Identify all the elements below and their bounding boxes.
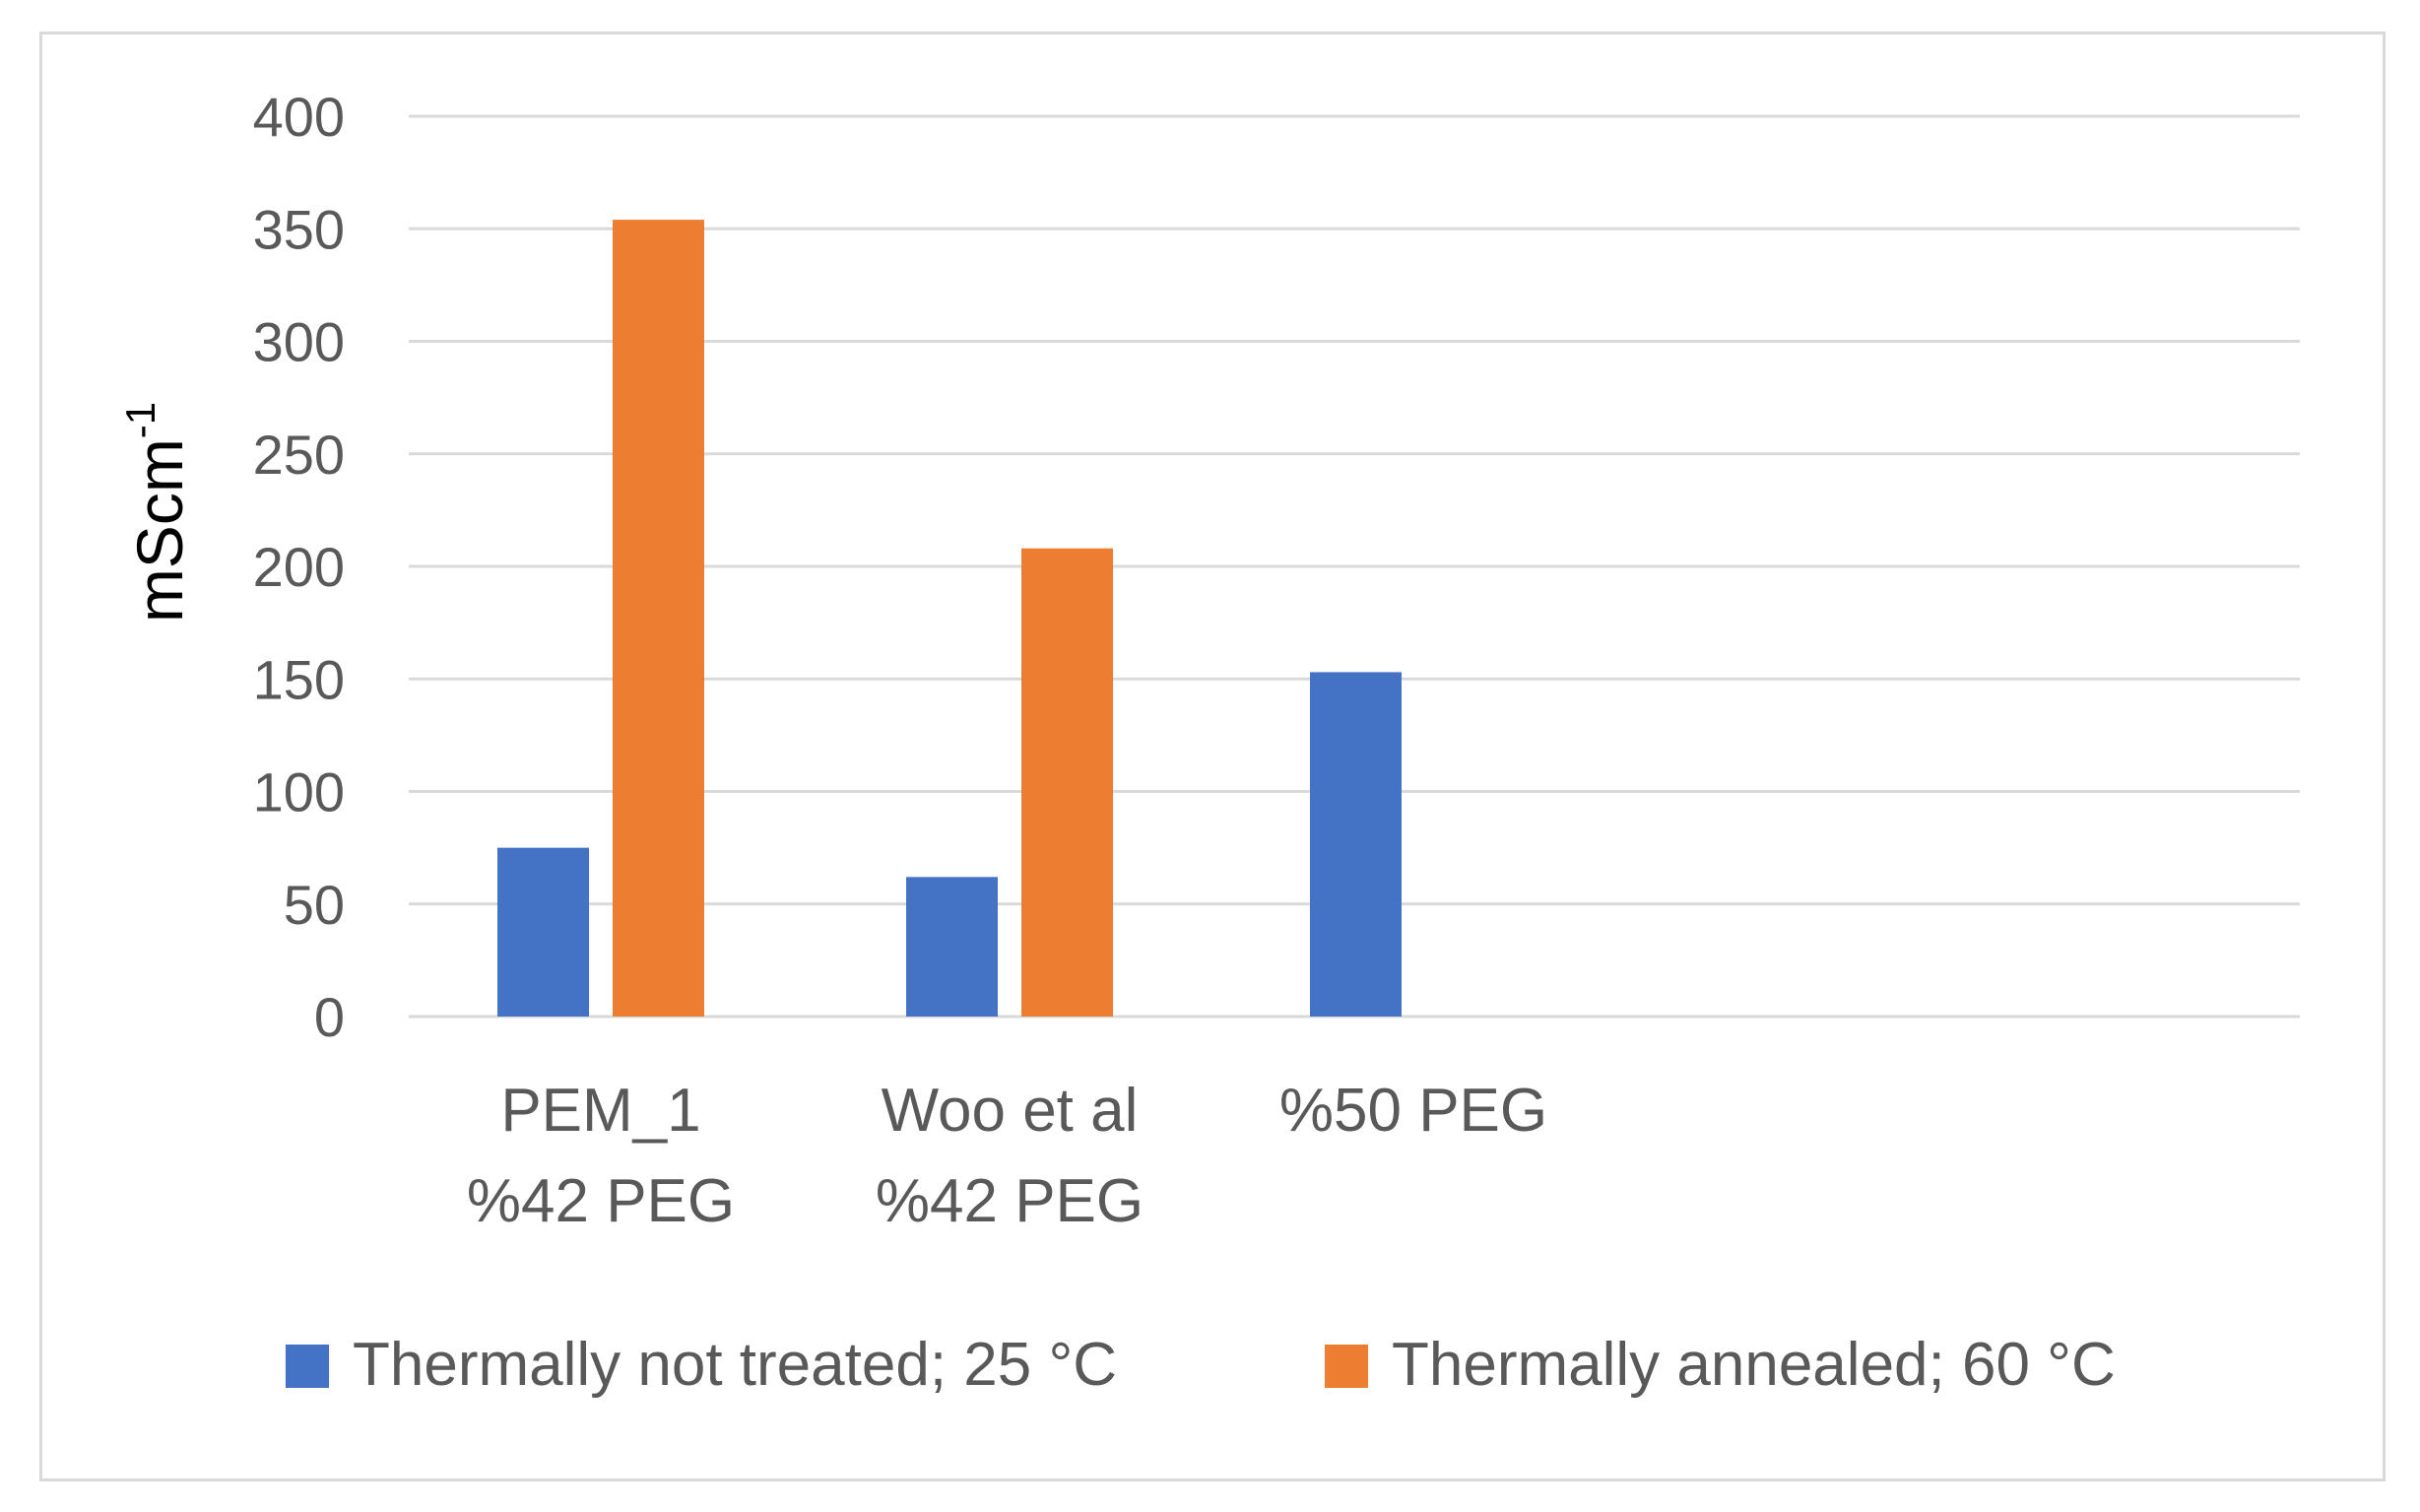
y-tick-labels: 0 50 100 150 200 250 300 350 400 [253,86,345,1048]
legend-swatch [286,1345,329,1388]
legend-swatch [1325,1345,1368,1388]
category-label: %50 PEG [1279,1077,1547,1145]
category-labels: PEM_1 %42 PEG Woo et al %42 PEG %50 PEG [467,1077,1547,1235]
bar-annealed [613,220,704,1018]
category-label-line: %50 PEG [1279,1077,1547,1145]
bar-not-treated [906,877,998,1017]
legend: Thermally not treated; 25 °C Thermally an… [286,1331,2116,1399]
category-label: Woo et al %42 PEG [876,1077,1144,1235]
y-tick-label: 300 [253,311,345,373]
y-tick-label: 250 [253,424,345,486]
category-label-line: %42 PEG [876,1167,1144,1235]
y-tick-label: 50 [284,874,345,936]
category-label: PEM_1 %42 PEG [467,1077,735,1235]
grid-lines [409,114,2300,1019]
bar-not-treated [1310,672,1402,1017]
y-axis-label-text: mScm [123,438,196,623]
y-tick-label: 400 [253,86,345,148]
y-tick-label: 100 [253,761,345,823]
bars [497,220,1402,1018]
bar-not-treated [497,847,589,1017]
legend-label: Thermally annealed; 60 °C [1392,1331,2116,1399]
category-label-line: PEM_1 [500,1077,700,1145]
category-label-line: Woo et al [882,1077,1139,1145]
category-label-line: %42 PEG [467,1167,735,1235]
y-axis-label-superscript: -1 [117,402,164,438]
y-tick-label: 200 [253,536,345,598]
bar-annealed [1021,548,1113,1017]
y-tick-label: 150 [253,648,345,710]
y-tick-label: 350 [253,198,345,260]
y-axis-label: mScm-1 [117,402,196,623]
legend-label: Thermally not treated; 25 °C [353,1331,1117,1399]
y-tick-label: 0 [314,986,345,1048]
chart-frame [39,32,2386,1481]
